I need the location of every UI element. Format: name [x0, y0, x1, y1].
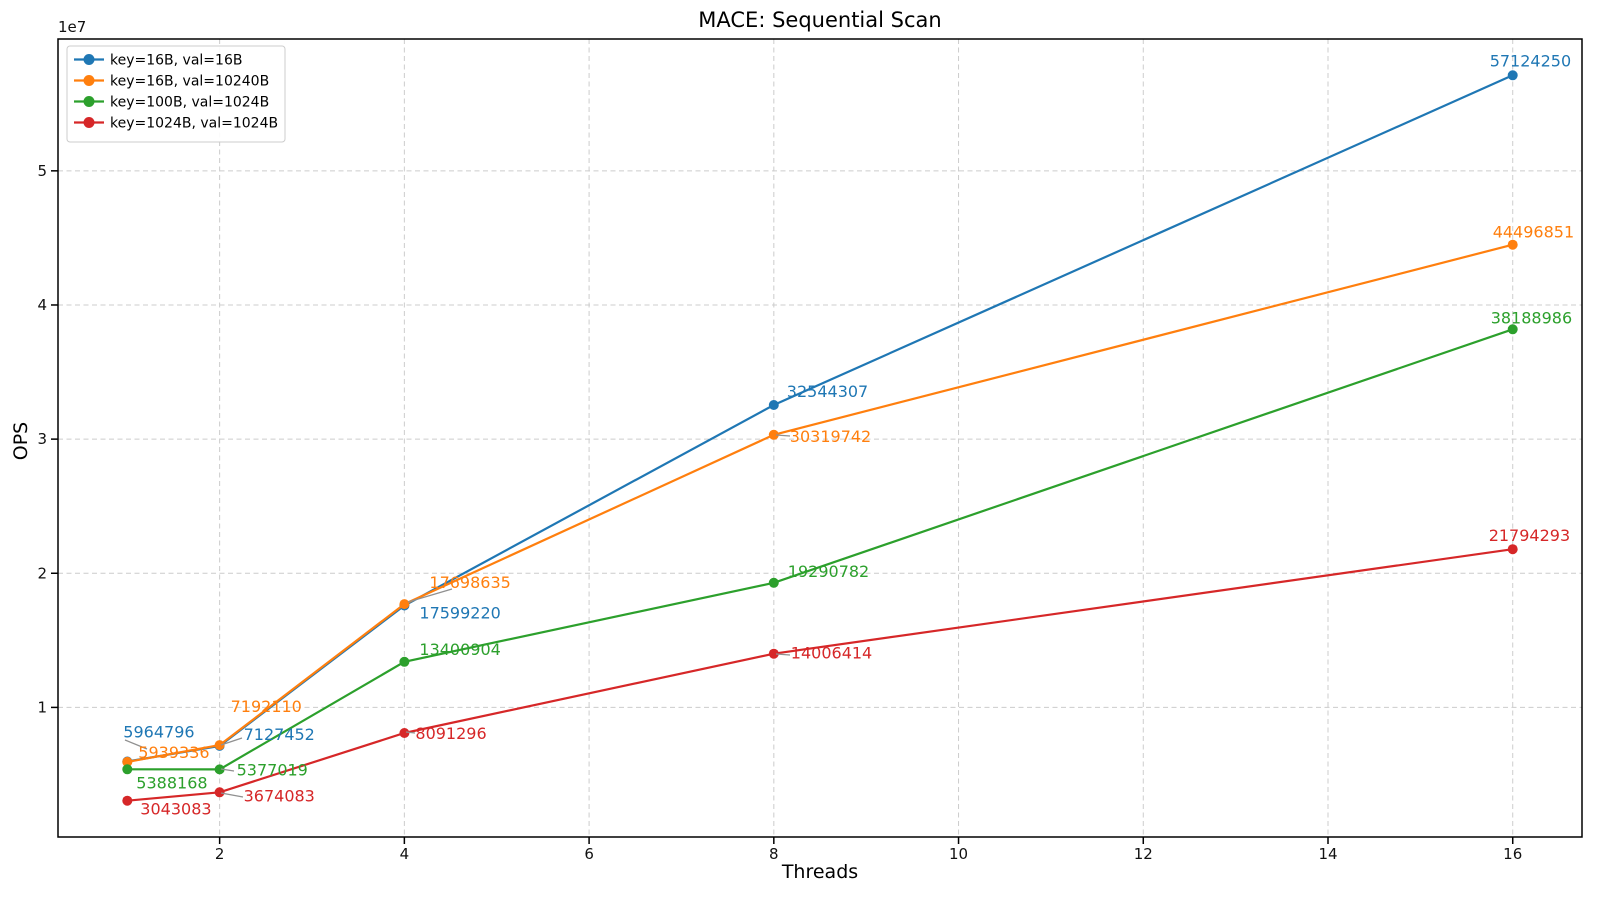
y-tick-label: 2 [37, 564, 47, 582]
data-label: 5964796 [123, 723, 194, 742]
x-tick-label: 4 [400, 845, 410, 863]
data-point [768, 429, 779, 440]
data-point [399, 599, 410, 610]
data-point [122, 764, 133, 775]
data-label: 5388168 [136, 773, 207, 792]
data-label: 13400904 [419, 640, 500, 659]
data-label: 32544307 [787, 382, 868, 401]
label-leader-line [220, 737, 243, 746]
data-label: 30319742 [790, 427, 871, 446]
y-tick-label: 3 [37, 430, 47, 448]
data-point [1507, 544, 1518, 555]
x-tick-label: 14 [1318, 845, 1337, 863]
label-leader-line [220, 768, 235, 772]
chart-title: MACE: Sequential Scan [698, 8, 941, 32]
label-leader-line [124, 739, 148, 750]
y-tick-label: 1 [37, 698, 47, 716]
data-label: 38188986 [1491, 308, 1572, 327]
label-leader-line [220, 792, 244, 798]
x-tick-label: 6 [584, 845, 594, 863]
data-label: 14006414 [791, 644, 872, 663]
legend-entry-label: key=16B, val=10240B [110, 74, 269, 90]
data-label: 44496851 [1493, 223, 1574, 242]
data-point [399, 728, 410, 738]
x-tick-label: 16 [1503, 845, 1522, 863]
data-label: 7192110 [231, 697, 302, 716]
data-label: 3043083 [140, 800, 211, 819]
legend-marker-icon [83, 54, 95, 65]
data-label: 57124250 [1490, 51, 1571, 70]
y-axis-offset-text: 1e7 [58, 18, 86, 36]
data-point [214, 787, 225, 798]
x-tick-label: 8 [769, 845, 779, 863]
plot-border [57, 38, 1583, 838]
x-tick-label: 12 [1134, 845, 1153, 863]
data-point [214, 764, 225, 775]
data-point [122, 756, 133, 767]
data-label: 19290782 [788, 562, 869, 581]
y-tick-label: 5 [37, 162, 47, 180]
x-tick-label: 2 [215, 845, 225, 863]
data-label: 17599220 [419, 604, 500, 623]
legend-box [66, 45, 286, 143]
legend-entry-label: key=1024B, val=1024B [110, 116, 278, 132]
data-point [399, 656, 410, 667]
series-line [127, 243, 1513, 763]
data-point [1507, 324, 1518, 335]
data-label: 5939336 [138, 743, 209, 762]
label-leader-line [407, 588, 453, 603]
data-point [768, 577, 779, 588]
label-leader-line [775, 434, 791, 437]
data-label: 5377019 [237, 760, 308, 779]
x-axis-label: Threads [781, 861, 858, 883]
data-label: 17698635 [429, 573, 510, 592]
legend-marker-icon [83, 117, 95, 128]
legend-entry-label: key=100B, val=1024B [110, 95, 269, 111]
legend-marker-icon [83, 96, 95, 107]
data-point [214, 740, 225, 751]
data-point [768, 400, 779, 410]
legend-entry-label: key=16B, val=16B [110, 53, 242, 69]
data-label: 21794293 [1489, 526, 1570, 545]
y-tick-label: 4 [37, 296, 47, 314]
label-leader-line [405, 731, 416, 734]
x-tick-label: 10 [949, 845, 968, 863]
data-label: 7127452 [244, 725, 315, 744]
data-point [768, 648, 779, 659]
data-point [122, 795, 133, 806]
legend-marker-icon [83, 75, 95, 86]
data-label: 8091296 [415, 724, 486, 743]
label-leader-line [775, 653, 791, 656]
data-point [1507, 239, 1518, 250]
data-label: 3674083 [244, 786, 315, 805]
series-line [127, 548, 1513, 802]
y-axis-label: OPS [10, 422, 32, 460]
data-point [1507, 70, 1518, 81]
